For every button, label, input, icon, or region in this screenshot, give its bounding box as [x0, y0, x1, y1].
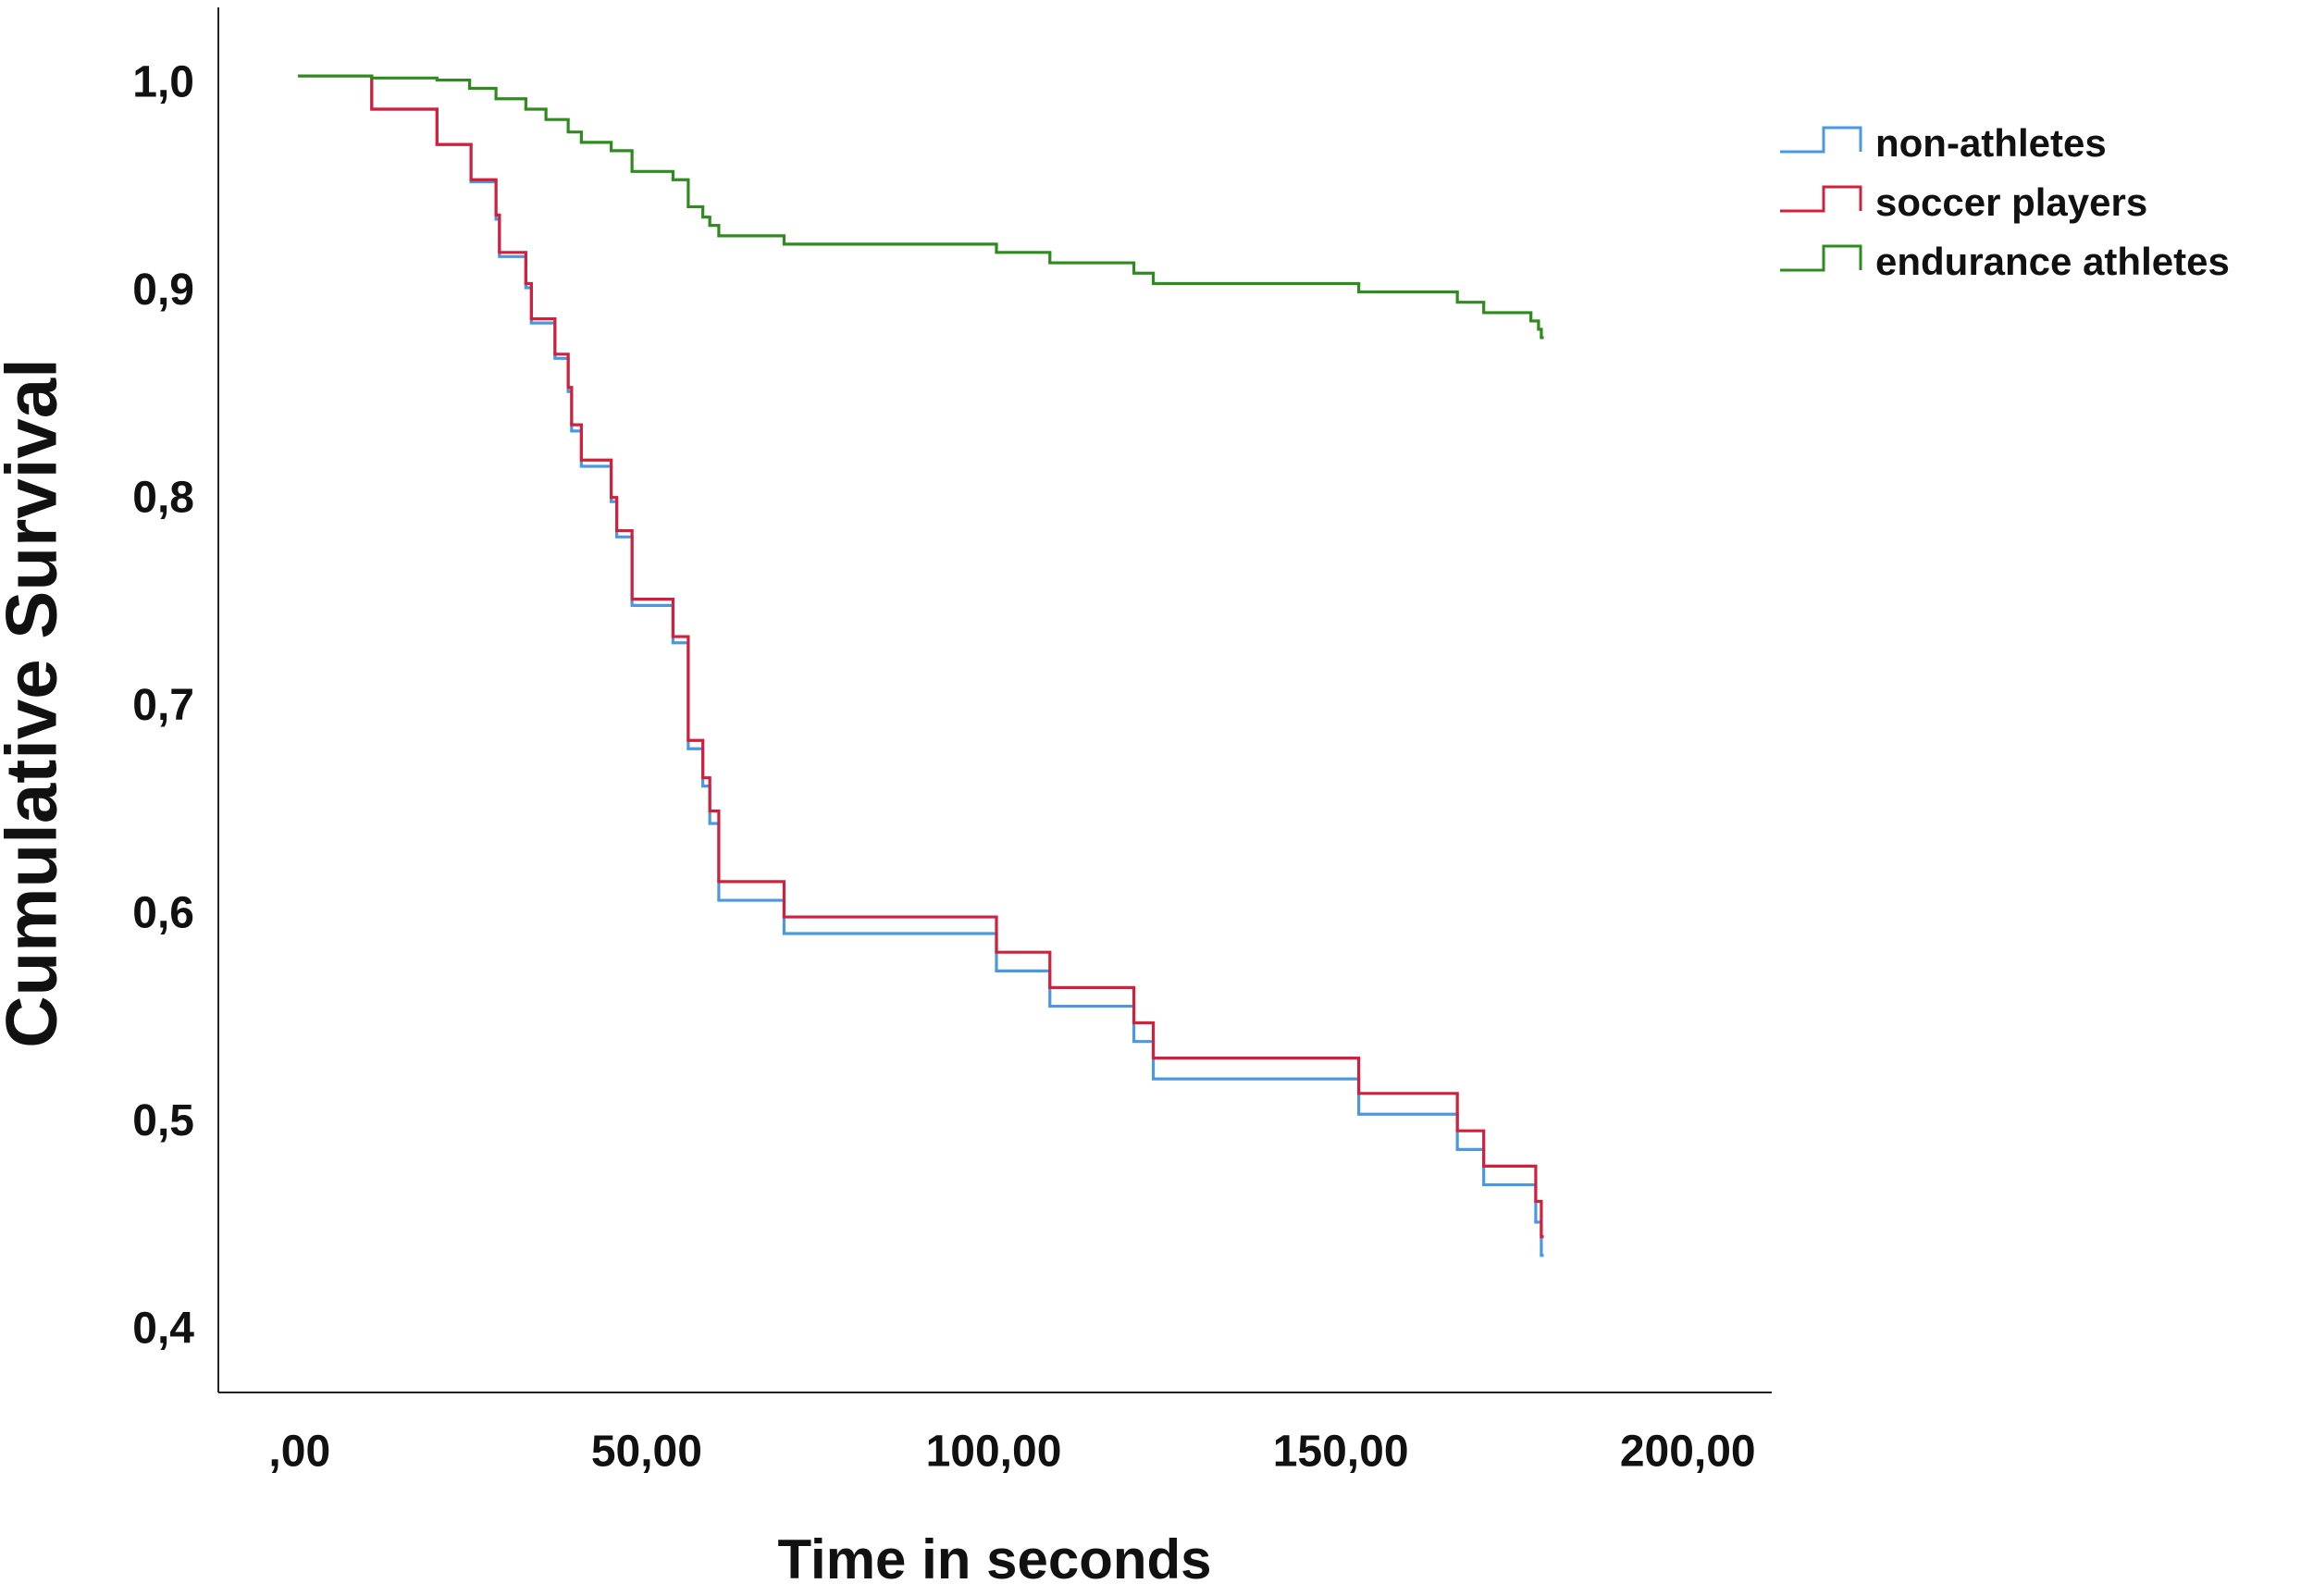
x-tick-label: ,00	[268, 1428, 330, 1477]
x-axis-title: Time in seconds	[777, 1528, 1211, 1590]
y-tick-label: 0,7	[132, 681, 194, 730]
legend-swatch	[1780, 185, 1862, 213]
legend-swatch	[1780, 244, 1862, 272]
legend-label: endurance athletes	[1875, 240, 2230, 283]
x-tick-label: 50,00	[591, 1428, 702, 1477]
legend-label: soccer players	[1875, 180, 2147, 224]
y-axis-title: Cumulative Survival	[0, 358, 72, 1048]
y-tick-label: 0,8	[132, 474, 194, 523]
y-tick-label: 0,9	[132, 266, 194, 315]
y-tick-label: 0,6	[132, 888, 194, 937]
x-tick-label: 150,00	[1273, 1428, 1409, 1477]
x-tick-label: 100,00	[926, 1428, 1062, 1477]
y-tick-label: 0,5	[132, 1096, 194, 1145]
y-tick-label: 1,0	[132, 58, 194, 107]
legend-swatch	[1780, 126, 1862, 154]
y-tick-label: 0,4	[132, 1304, 194, 1353]
x-tick-label: 200,00	[1620, 1428, 1756, 1477]
legend-label: non-athletes	[1875, 121, 2107, 165]
